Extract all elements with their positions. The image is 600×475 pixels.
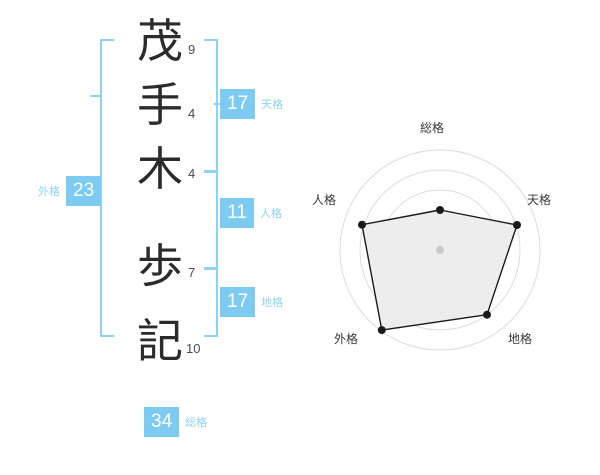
radar-series [358,206,521,335]
kanji-char-3: 木 [137,142,183,196]
axis-label-jinkaku: 人格 [312,193,337,207]
badge-chikaku: 17 地格 [220,287,283,317]
badge-tenkaku-value: 17 [220,89,256,119]
kanji-char-1: 茂 [137,14,183,68]
radar-ring-5 [339,149,541,351]
badge-gaikaku: 外格 23 [38,176,102,206]
radar-point-group [358,206,521,335]
badge-jinkaku-value: 11 [220,198,254,228]
badge-chikaku-value: 17 [220,287,256,317]
bracket-tenkaku-connector [214,103,224,105]
radar-outline [361,209,518,331]
bracket-gaikaku-tick [90,95,102,97]
radar-chart-svg [339,149,541,351]
stroke-count-4: 7 [188,265,196,280]
stroke-count-3: 4 [188,166,196,181]
stroke-count-2: 4 [188,106,196,121]
kanji-char-5: 記 [137,314,183,368]
radar-point-人格 [358,220,366,229]
radar-center-dot [436,246,444,254]
bracket-chikaku [204,267,218,337]
radar-point-総格 [436,206,444,214]
radar-point-地格 [483,310,491,319]
badge-soukaku-label: 総格 [185,416,208,429]
badge-tenkaku: 17 天格 [220,89,283,119]
stroke-count-5: 10 [186,341,201,356]
radar-point-天格 [513,221,521,229]
badge-gaikaku-label: 外格 [38,185,60,198]
badge-jinkaku: 11 人格 [220,198,282,228]
stroke-count-1: 9 [188,42,196,57]
radar-area [362,210,517,331]
name-diagram-panel: 茂 手 木 歩 記 9 4 4 7 10 外格 23 17 天格 [0,0,300,470]
kanji-char-4: 歩 [137,239,183,293]
badge-jinkaku-label: 人格 [260,207,282,220]
axis-label-tenkaku: 天格 [527,193,552,207]
badge-tenkaku-label: 天格 [261,98,284,111]
radar-ring-4 [359,169,521,331]
bracket-gaikaku [100,39,114,337]
radar-chart-panel: 総格 天格 地格 外格 人格 [300,0,600,470]
kanji-char-2: 手 [137,78,183,132]
radar-point-外格 [377,326,386,335]
badge-gaikaku-value: 23 [66,176,102,206]
axis-label-gaikaku: 外格 [334,332,359,346]
badge-soukaku: 34 総格 [144,407,207,437]
badge-chikaku-label: 地格 [261,296,284,309]
bracket-jinkaku [204,170,218,270]
axis-label-soukaku: 総格 [420,121,445,135]
badge-soukaku-value: 34 [144,407,180,437]
bracket-tenkaku [204,39,218,173]
axis-label-chikaku: 地格 [508,332,533,346]
